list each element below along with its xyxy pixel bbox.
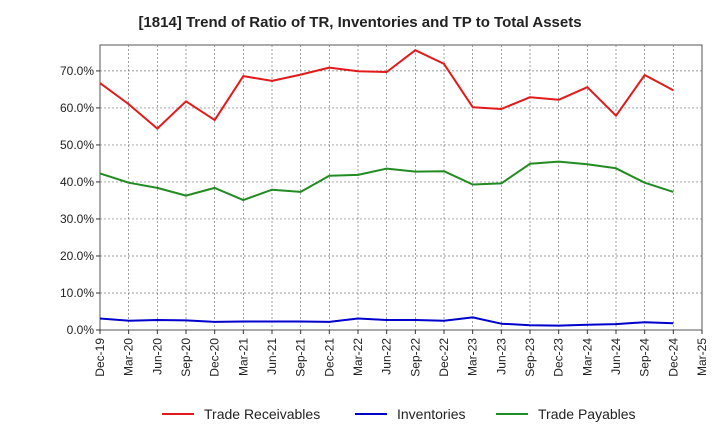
y-tick-label: 50.0% (60, 138, 94, 152)
y-tick-label: 20.0% (60, 249, 94, 263)
y-tick-label: 60.0% (60, 101, 94, 115)
legend-layer: Trade Receivables Inventories Trade Payabl… (162, 406, 636, 422)
x-tick-label: Mar-25 (695, 338, 709, 376)
series-line (99, 160, 674, 202)
x-tick-label: Mar-23 (466, 338, 480, 376)
x-tick-label: Jun-24 (609, 338, 623, 375)
x-tick-label: Sep-22 (408, 338, 422, 377)
grid-layer (99, 44, 703, 331)
x-tick-label: Dec-19 (93, 338, 107, 377)
x-tick-label: Jun-23 (494, 338, 508, 375)
x-tick-label: Dec-20 (208, 338, 222, 377)
x-tick-label: Mar-21 (236, 338, 250, 376)
x-tick-label: Sep-23 (523, 338, 537, 377)
x-tick-label: Sep-20 (179, 338, 193, 377)
x-tick-label: Jun-21 (265, 338, 279, 375)
y-tick-label: 40.0% (60, 175, 94, 189)
y-tick-label: 0.0% (67, 323, 95, 337)
x-tick-label: Jun-20 (150, 338, 164, 375)
series-layer (99, 49, 674, 327)
x-tick-label: Mar-22 (351, 338, 365, 376)
x-tick-label: Sep-24 (638, 338, 652, 377)
legend-label: Inventories (397, 406, 465, 422)
x-tick-label: Dec-22 (437, 338, 451, 377)
y-tick-label: 30.0% (60, 212, 94, 226)
x-tick-label: Sep-21 (294, 338, 308, 377)
x-tick-label: Mar-24 (580, 338, 594, 376)
x-tick-label: Dec-23 (552, 338, 566, 377)
legend-label: Trade Payables (538, 406, 636, 422)
axis-layer: 0.0% 10.0% 20.0% 30.0% 40.0% 50.0% 60.0% 70.0% D… (60, 64, 709, 377)
x-tick-label: Mar-20 (122, 338, 136, 376)
y-tick-label: 10.0% (60, 286, 94, 300)
x-tick-label: Dec-24 (666, 338, 680, 377)
x-tick-label: Dec-21 (322, 338, 336, 377)
plot-frame (99, 44, 703, 331)
series-line (99, 316, 674, 327)
chart-title: [1814] Trend of Ratio of TR, Inventories… (138, 14, 582, 31)
x-tick-label: Jun-22 (380, 338, 394, 375)
y-tick-label: 70.0% (60, 64, 94, 78)
series-line (99, 49, 674, 130)
legend-label: Trade Receivables (204, 406, 320, 422)
